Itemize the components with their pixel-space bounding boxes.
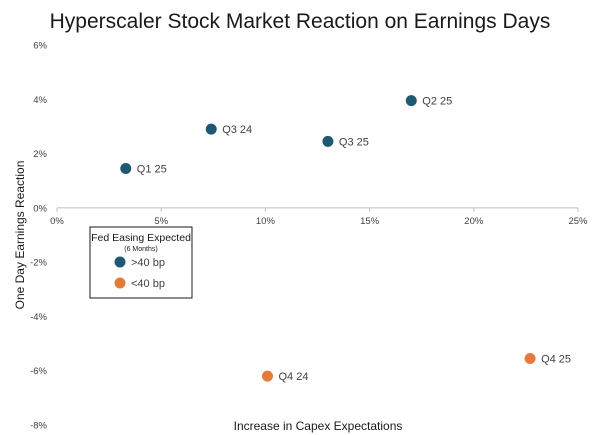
- x-tick-label: 5%: [154, 216, 168, 227]
- point-q2-25: [405, 95, 417, 107]
- x-axis: 0% 5% 10% 15% 20% 25%: [50, 207, 588, 227]
- point-label: Q2 25: [422, 96, 452, 108]
- y-tick-label: 6%: [33, 41, 47, 52]
- point-q3-24: [205, 123, 217, 135]
- y-tick-label: -6%: [30, 366, 47, 377]
- y-tick-label: -2%: [30, 258, 47, 269]
- y-tick-label: -4%: [30, 312, 47, 323]
- point-label: Q4 25: [541, 354, 571, 366]
- point-q3-25: [322, 135, 334, 147]
- point-label: Q3 25: [339, 136, 369, 148]
- legend-marker-0: [114, 256, 126, 268]
- point-label: Q1 25: [137, 164, 167, 176]
- legend-label-1: <40 bp: [131, 278, 165, 290]
- y-tick-label: 4%: [33, 95, 47, 106]
- x-tick-label: 25%: [568, 216, 588, 227]
- y-axis: 6% 4% 2% 0% -2% -4% -6% -8%: [30, 41, 47, 432]
- point-label: Q4 24: [278, 371, 308, 383]
- x-tick-label: 20%: [464, 216, 484, 227]
- point-q4-25: [524, 353, 536, 364]
- point-label: Q3 24: [222, 124, 252, 136]
- legend: Fed Easing Expected (6 Months) >40 bp <4…: [89, 226, 193, 299]
- legend-box: [89, 226, 193, 299]
- x-tick-label: 10%: [256, 216, 276, 227]
- y-tick-label: 2%: [33, 149, 47, 160]
- data-points: Q1 25 Q3 24 Q3 25 Q2 25 Q4 24 Q4 25: [120, 95, 571, 383]
- legend-marker-1: [114, 277, 126, 289]
- point-q4-24: [261, 370, 273, 382]
- x-axis-title: Increase in Capex Expectations: [234, 419, 403, 433]
- legend-subtitle: (6 Months): [124, 246, 157, 253]
- point-q1-25: [120, 163, 132, 174]
- x-tick-label: 15%: [360, 216, 380, 227]
- legend-title: Fed Easing Expected: [91, 232, 191, 244]
- y-tick-label: -8%: [30, 421, 47, 432]
- y-tick-label: 0%: [33, 203, 47, 214]
- chart-title: Hyperscaler Stock Market Reaction on Ear…: [50, 10, 551, 33]
- x-tick-label: 0%: [50, 216, 64, 227]
- y-axis-title: One Day Earnings Reaction: [13, 161, 27, 310]
- legend-label-0: >40 bp: [131, 257, 165, 269]
